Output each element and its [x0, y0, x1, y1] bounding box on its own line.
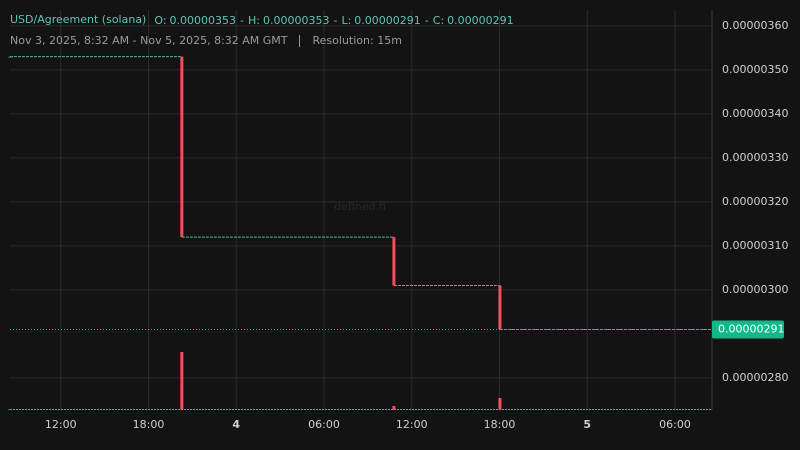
- y-tick-label: 0.00000360: [722, 19, 788, 32]
- ohlc-separator: -: [333, 14, 337, 27]
- chart-title: USD/Agreement (solana): [10, 13, 146, 26]
- volume-bar: [8, 409, 12, 410]
- ohlc-separator: -: [425, 14, 429, 27]
- ohlc-value: 0.00000353: [263, 14, 329, 27]
- subtitle: Nov 3, 2025, 8:32 AM - Nov 5, 2025, 8:32…: [10, 34, 288, 47]
- x-tick-label: 12:00: [396, 418, 428, 431]
- ohlc-value: 0.00000353: [170, 14, 236, 27]
- ohlc-label: C:: [433, 14, 444, 27]
- ohlc-label: O:: [154, 14, 166, 27]
- x-tick-label: 4: [232, 418, 240, 431]
- y-tick-label: 0.00000350: [722, 63, 788, 76]
- volume-bar: [392, 406, 396, 410]
- x-tick-label: 18:00: [133, 418, 165, 431]
- ohlc-value: 0.00000291: [447, 14, 513, 27]
- x-tick-label: 5: [583, 418, 591, 431]
- watermark: defined.fi: [334, 200, 386, 213]
- last-price-box: [712, 320, 784, 339]
- ohlc-label: H:: [248, 14, 260, 27]
- last-price-label: 0.00000291: [718, 322, 784, 335]
- volume-bar: [180, 352, 184, 410]
- ohlc-value: 0.00000291: [354, 14, 420, 27]
- y-tick-label: 0.00000310: [722, 239, 788, 252]
- y-tick-label: 0.00000280: [722, 371, 788, 384]
- resolution: Resolution: 15m: [313, 34, 402, 47]
- ohlc-label: L:: [341, 14, 351, 27]
- volume-bar: [498, 398, 502, 410]
- candle-body: [8, 56, 12, 58]
- ohlc-separator: -: [240, 14, 244, 27]
- x-tick-label: 06:00: [659, 418, 691, 431]
- y-tick-label: 0.00000320: [722, 195, 788, 208]
- x-tick-label: 12:00: [45, 418, 77, 431]
- candle-body: [392, 237, 396, 286]
- y-tick-label: 0.00000330: [722, 151, 788, 164]
- candle-body: [498, 285, 502, 330]
- y-tick-label: 0.00000340: [722, 107, 788, 120]
- x-tick-label: 06:00: [308, 418, 340, 431]
- y-tick-label: 0.00000300: [722, 283, 788, 296]
- x-tick-label: 18:00: [484, 418, 516, 431]
- candle-body: [180, 56, 184, 238]
